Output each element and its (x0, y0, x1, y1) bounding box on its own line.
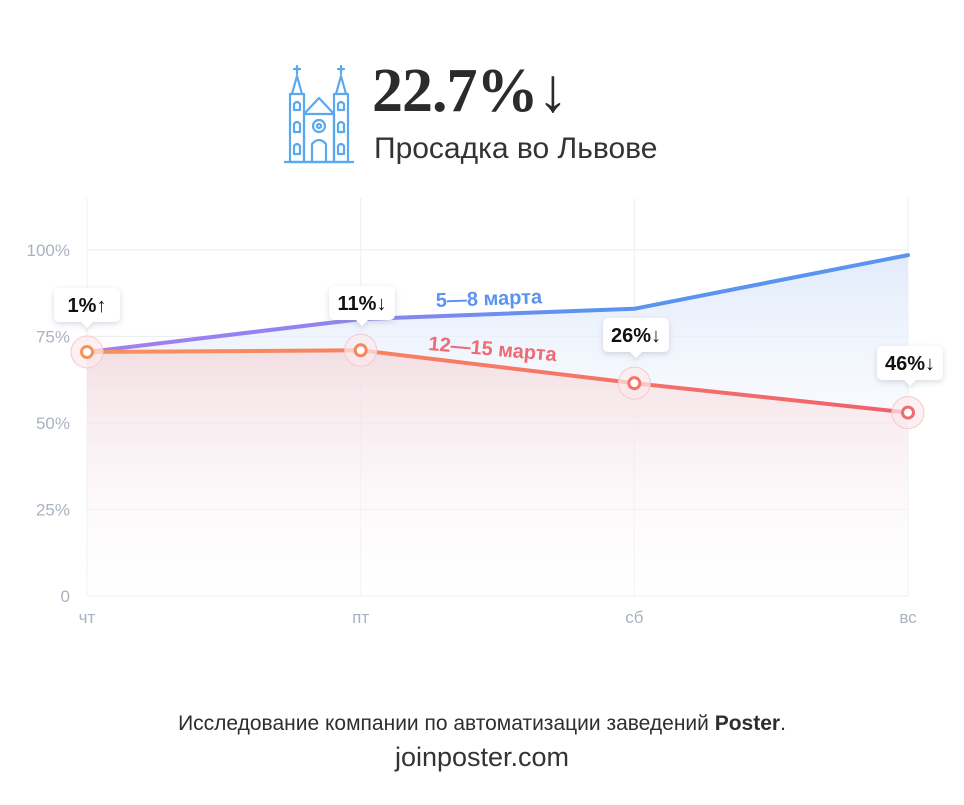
y-tick-label: 25% (36, 500, 70, 519)
data-point (627, 376, 642, 391)
series-area-12-15 (87, 350, 908, 596)
series-lines (85, 253, 910, 415)
annotation-bubble (603, 318, 669, 358)
series-line-12-15 (85, 348, 910, 415)
footer-suffix: . (780, 712, 786, 735)
series-area-5-8 (87, 255, 908, 413)
annotation-bubble (54, 288, 120, 328)
annotation-bubble (329, 286, 395, 326)
series-areas (87, 255, 908, 596)
annotation-badge (877, 346, 943, 386)
annotation-badge (329, 286, 395, 326)
x-tick-label: сб (625, 608, 644, 627)
annotation-label: 11%↓ (338, 293, 387, 315)
cathedral-icon (284, 64, 354, 164)
footer-brand: Poster (714, 712, 781, 735)
data-point (353, 343, 368, 358)
annotation-label: 1%↑ (68, 295, 107, 317)
x-tick-label: вс (899, 608, 917, 627)
series-line-5-8 (85, 253, 910, 355)
footer-website: joinposter.com (394, 742, 570, 772)
footer-study-note: Исследование компании по автоматизации з… (0, 712, 964, 736)
y-tick-label: 0 (61, 587, 70, 606)
subtitle: Просадка во Львове (374, 132, 658, 165)
data-points (70, 333, 925, 430)
y-tick-label: 50% (36, 414, 70, 433)
y-tick-label: 75% (36, 327, 70, 346)
footer-prefix: Исследование компании по автоматизации з… (178, 712, 715, 735)
headline: 22.7%↓ (372, 57, 568, 125)
annotation-label: 46%↓ (885, 353, 935, 375)
data-point (901, 405, 915, 420)
annotation-bubble (877, 346, 943, 386)
x-tick-label: чт (79, 608, 96, 627)
annotation-badge (54, 288, 120, 328)
annotation-label: 26%↓ (611, 325, 661, 347)
annotation-badge (603, 318, 669, 358)
x-tick-label: пт (352, 608, 369, 627)
header: 22.7%↓ Просадка во Львове (0, 0, 964, 180)
data-point (80, 345, 94, 360)
y-tick-label: 100% (27, 241, 70, 260)
series-label-5-8: 5—8 марта (435, 286, 543, 312)
